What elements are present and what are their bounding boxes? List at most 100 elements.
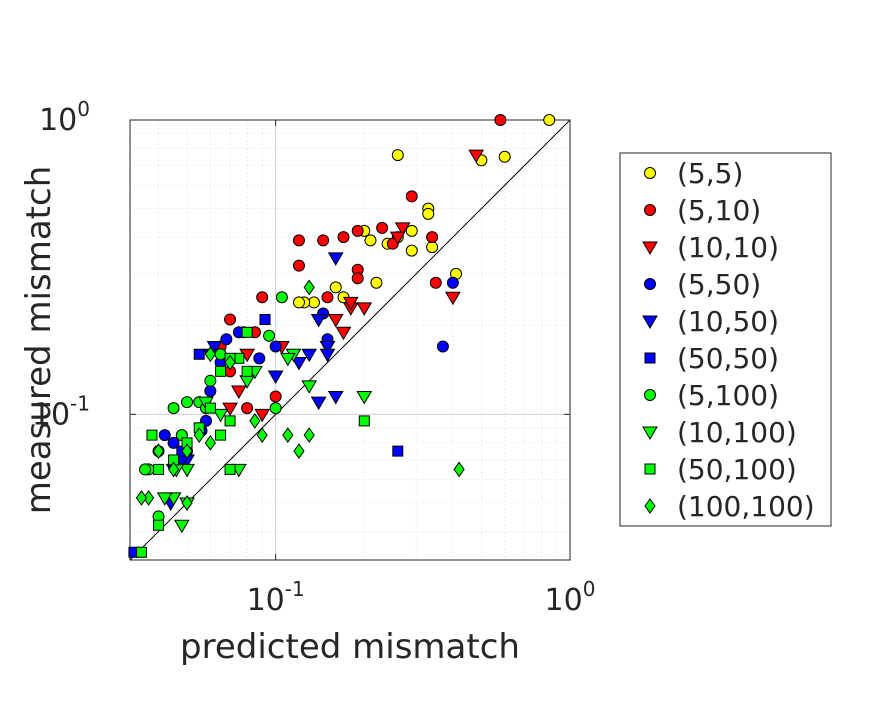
data-point xyxy=(259,314,271,326)
data-point xyxy=(146,429,158,441)
data-point xyxy=(275,291,288,304)
data-point xyxy=(181,495,193,511)
x-tick-label-exponent: 0 xyxy=(583,577,596,601)
data-point xyxy=(152,443,165,459)
data-point xyxy=(426,231,439,244)
data-point xyxy=(220,333,233,346)
legend-marker xyxy=(644,463,656,475)
data-point xyxy=(135,490,148,506)
data-point xyxy=(364,234,377,247)
data-point xyxy=(342,296,359,311)
data-point xyxy=(204,346,216,363)
data-point xyxy=(156,492,173,506)
data-point xyxy=(267,370,284,384)
data-point xyxy=(292,234,305,247)
series-group xyxy=(135,279,465,511)
data-point xyxy=(167,461,180,478)
y-axis-label: measured mismatch xyxy=(19,166,59,514)
data-point xyxy=(310,396,327,411)
data-point xyxy=(543,114,556,126)
data-point xyxy=(453,461,465,478)
legend-label: (10,10) xyxy=(677,231,779,264)
data-point xyxy=(356,302,373,316)
data-point xyxy=(292,296,305,309)
data-point xyxy=(293,443,305,459)
data-point xyxy=(279,352,296,367)
data-point xyxy=(389,231,406,246)
data-point xyxy=(269,340,282,353)
legend-marker xyxy=(644,498,656,514)
reference-line xyxy=(129,119,571,561)
data-point xyxy=(317,234,330,247)
legend-label: (50,100) xyxy=(677,453,797,486)
data-point xyxy=(139,463,152,476)
data-point xyxy=(392,445,404,457)
data-point xyxy=(301,380,318,394)
x-tick-label: 10-1 xyxy=(247,577,305,618)
data-point xyxy=(358,415,370,427)
data-point xyxy=(303,279,315,296)
legend-label: (10,100) xyxy=(677,416,797,449)
data-point xyxy=(179,463,195,478)
data-point xyxy=(422,207,435,220)
data-point xyxy=(444,291,461,306)
data-point xyxy=(370,276,383,289)
data-point xyxy=(319,341,336,355)
data-point xyxy=(215,429,227,441)
data-point xyxy=(204,374,217,387)
data-point xyxy=(494,114,507,126)
data-point xyxy=(253,352,266,365)
data-point xyxy=(158,429,171,442)
data-point xyxy=(153,463,165,475)
data-point xyxy=(321,291,334,304)
data-point xyxy=(241,402,254,415)
data-point xyxy=(391,149,404,162)
data-point xyxy=(212,408,229,423)
data-point xyxy=(303,427,315,443)
y-tick-label-exponent: -1 xyxy=(70,391,90,415)
y-tick-label-exponent: 0 xyxy=(77,97,90,121)
data-point xyxy=(405,244,418,257)
data-point xyxy=(446,276,459,289)
data-point xyxy=(263,329,276,342)
data-point xyxy=(376,221,389,234)
data-point xyxy=(327,314,344,328)
x-tick-label-exponent: -1 xyxy=(285,577,305,601)
data-point xyxy=(429,276,442,289)
legend-label: (10,50) xyxy=(677,305,779,338)
data-point xyxy=(204,435,216,451)
data-point xyxy=(256,427,268,443)
legend: (5,5) (5,10) (10,10) (5,50) (10,50) (50,50) (5… xyxy=(619,152,832,527)
data-point xyxy=(335,326,352,341)
legend-label: (5,5) xyxy=(677,157,743,190)
series-group xyxy=(162,252,344,511)
legend-marker xyxy=(644,167,656,179)
legend-marker xyxy=(644,389,656,401)
data-point xyxy=(224,415,236,427)
data-point xyxy=(351,272,364,285)
data-point xyxy=(327,390,344,405)
data-point xyxy=(327,252,344,266)
data-point xyxy=(254,408,271,423)
data-point xyxy=(468,149,485,164)
data-point xyxy=(224,463,236,475)
data-point xyxy=(204,402,216,414)
data-point xyxy=(301,348,318,363)
legend-marker xyxy=(644,278,656,290)
legend-label: (100,100) xyxy=(677,490,815,523)
legend-marker xyxy=(644,352,656,364)
x-axis-label: predicted mismatch xyxy=(180,627,520,667)
data-point xyxy=(249,413,261,429)
legend-label: (5,100) xyxy=(677,379,779,412)
series-group xyxy=(292,114,556,309)
data-point xyxy=(167,402,180,415)
data-point xyxy=(231,385,247,400)
data-point xyxy=(241,326,253,338)
legend-label: (5,50) xyxy=(677,268,761,301)
data-point xyxy=(337,231,350,244)
legend-label: (50,50) xyxy=(677,342,779,375)
data-point xyxy=(405,224,418,237)
data-point xyxy=(282,427,294,443)
